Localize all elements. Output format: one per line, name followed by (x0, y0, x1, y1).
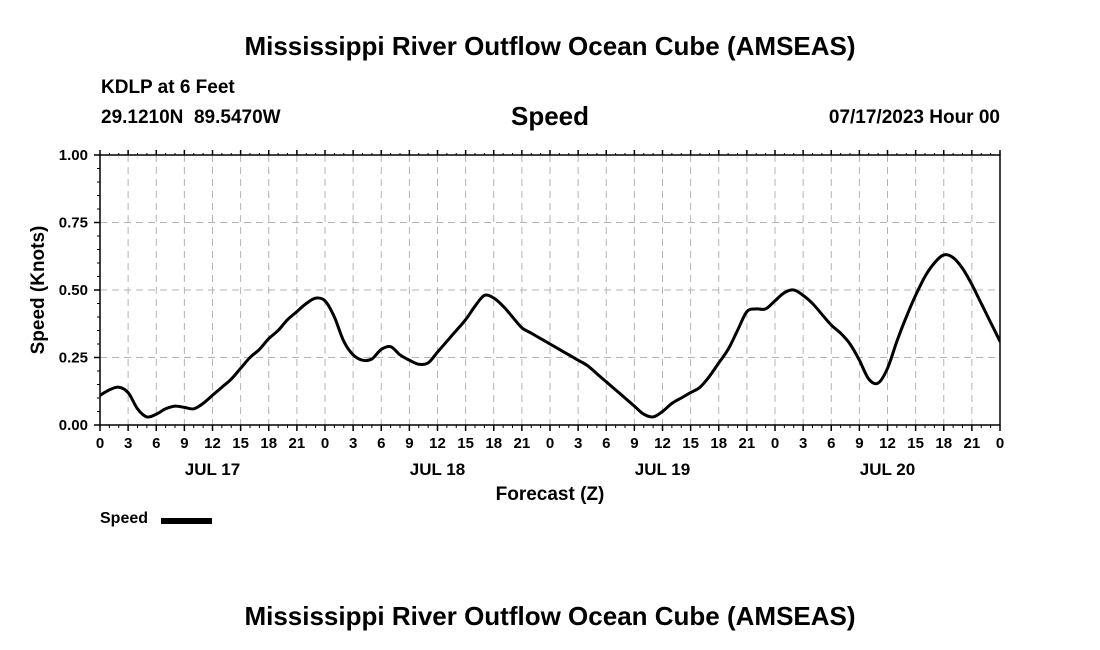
x-tick-label: 15 (232, 435, 249, 452)
x-tick-label: 12 (879, 435, 896, 452)
x-tick-label: 3 (124, 435, 132, 452)
x-date-label: JUL 20 (860, 460, 915, 479)
x-tick-label: 6 (602, 435, 610, 452)
x-tick-label: 15 (682, 435, 699, 452)
x-date-label: JUL 19 (635, 460, 690, 479)
x-tick-label: 12 (654, 435, 671, 452)
legend-label: Speed (100, 510, 149, 527)
station-label: KDLP at 6 Feet (101, 77, 235, 98)
x-tick-label: 21 (739, 435, 756, 452)
x-tick-label: 0 (546, 435, 554, 452)
x-tick-label: 12 (204, 435, 221, 452)
x-tick-label: 18 (485, 435, 502, 452)
x-date-label: JUL 17 (185, 460, 240, 479)
x-tick-label: 6 (152, 435, 160, 452)
coordinates-label: 29.1210N 89.5470W (101, 107, 281, 128)
y-tick-label: 1.00 (59, 147, 88, 164)
x-tick-label: 15 (907, 435, 924, 452)
axis-ticks (94, 150, 1001, 431)
x-tick-label: 0 (96, 435, 104, 452)
page-title: Mississippi River Outflow Ocean Cube (AM… (244, 31, 856, 61)
x-tick-label: 18 (935, 435, 952, 452)
x-tick-label: 21 (964, 435, 981, 452)
y-axis-title: Speed (Knots) (28, 226, 49, 355)
x-tick-label: 3 (799, 435, 807, 452)
x-tick-label: 3 (574, 435, 582, 452)
x-tick-label: 6 (827, 435, 835, 452)
x-tick-label: 9 (405, 435, 413, 452)
footer-title: Mississippi River Outflow Ocean Cube (AM… (244, 601, 856, 631)
y-tick-label: 0.25 (59, 350, 88, 367)
x-tick-label: 0 (321, 435, 329, 452)
x-axis-title: Forecast (Z) (496, 484, 605, 505)
speed-series-line (100, 253, 1000, 419)
x-tick-label: 12 (429, 435, 446, 452)
x-tick-label: 9 (630, 435, 638, 452)
x-tick-label: 15 (457, 435, 474, 452)
tick-labels: 0 3 6 9 12 15 18 21 0 3 6 9 12 15 18 21 0 3 6 9 12 15 18 21 0 3 6 9… (59, 147, 1004, 479)
grid-lines (100, 155, 1000, 425)
x-tick-label: 6 (377, 435, 385, 452)
x-tick-label: 9 (180, 435, 188, 452)
y-tick-label: 0.00 (59, 417, 88, 434)
legend-swatch (161, 518, 212, 524)
x-date-label: JUL 18 (410, 460, 465, 479)
x-tick-label: 21 (514, 435, 531, 452)
x-tick-label: 18 (260, 435, 277, 452)
y-tick-label: 0.50 (59, 282, 88, 299)
x-tick-label: 0 (996, 435, 1004, 452)
y-tick-label: 0.75 (59, 215, 88, 232)
x-tick-label: 21 (289, 435, 306, 452)
x-tick-label: 3 (349, 435, 357, 452)
x-tick-label: 0 (771, 435, 779, 452)
x-tick-label: 9 (855, 435, 863, 452)
forecast-date-label: 07/17/2023 Hour 00 (828, 107, 1000, 128)
x-tick-label: 18 (710, 435, 727, 452)
chart-subtitle: Speed (510, 101, 590, 131)
